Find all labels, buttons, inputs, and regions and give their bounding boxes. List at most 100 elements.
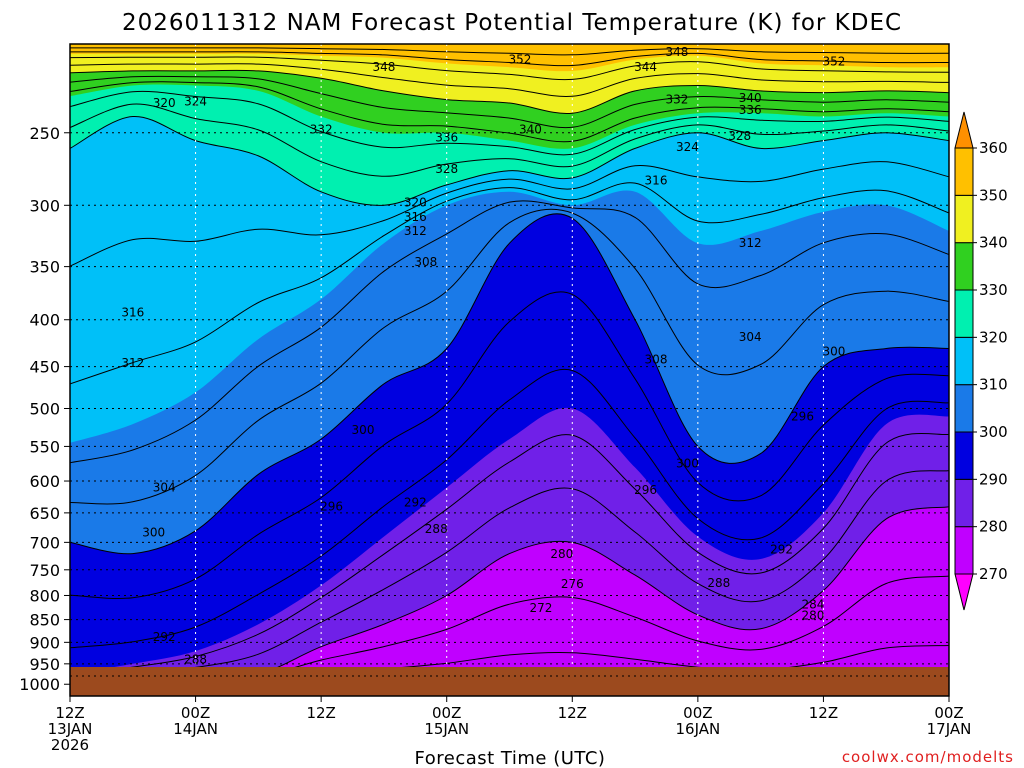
contour-label: 276 <box>561 577 584 591</box>
y-tick-label: 1000 <box>19 675 60 694</box>
band-above-350K <box>70 44 949 72</box>
contour-304k <box>70 208 949 505</box>
colorbar-swatch <box>954 194 974 244</box>
x-tick-label: 00Z <box>432 704 461 722</box>
x-tick-label: 14JAN <box>173 720 218 738</box>
contour-label: 300 <box>142 526 165 540</box>
contour-label: 352 <box>822 55 845 69</box>
contour-label: 316 <box>645 174 668 188</box>
x-tick-label: 13JAN <box>48 720 93 738</box>
contour-label: 320 <box>153 96 176 110</box>
contour-label: 296 <box>791 409 814 423</box>
x-tick-label: 15JAN <box>424 720 469 738</box>
y-tick-label: 600 <box>29 472 60 491</box>
contour-336k <box>70 75 949 129</box>
y-tick-label: 500 <box>29 400 60 419</box>
y-axis: 250 300 350 400 450 500 550 600 650 700 750 800 850 9… <box>19 124 70 694</box>
contour-label: 300 <box>822 344 845 358</box>
contour-label: 304 <box>739 330 762 344</box>
contour-labels: 320 3243483523443483523403363323283243323… <box>121 45 845 667</box>
contour-label: 328 <box>728 129 751 143</box>
contour-label: 340 <box>739 91 762 105</box>
x-tick-label: 12Z <box>55 704 84 722</box>
colorbar-swatch <box>954 147 974 196</box>
contour-label: 336 <box>739 103 762 117</box>
y-tick-label: 300 <box>29 196 60 215</box>
contour-316k <box>70 161 949 267</box>
x-tick-label: 2026 <box>51 736 89 754</box>
colorbar-label: 320 <box>979 328 1008 346</box>
contour-308k <box>70 200 949 464</box>
colorbar-label: 330 <box>979 281 1008 299</box>
plot-frame <box>69 43 950 697</box>
contour-label: 300 <box>352 423 375 437</box>
contour-328k <box>70 90 949 156</box>
contour-label: 288 <box>425 522 448 536</box>
contour-label: 312 <box>121 356 144 370</box>
contour-340k <box>70 69 949 114</box>
contour-label: 288 <box>184 653 207 667</box>
contour-label: 284 <box>802 597 825 611</box>
contour-label: 296 <box>320 500 343 514</box>
y-tick-label: 750 <box>29 561 60 580</box>
contour-label: 292 <box>770 543 793 557</box>
contour-label: 336 <box>435 131 458 145</box>
y-tick-label: 250 <box>29 124 60 143</box>
band-above-340K <box>70 44 949 114</box>
colorbar-label: 280 <box>979 518 1008 536</box>
contour-label: 328 <box>435 162 458 176</box>
contour-292k <box>70 368 949 649</box>
colorbar-swatch <box>954 242 974 291</box>
x-tick-label: 00Z <box>934 704 963 722</box>
x-tick-label: 12Z <box>809 704 838 722</box>
ground-fill <box>70 667 949 696</box>
contour-356k <box>70 47 949 56</box>
y-tick-label: 650 <box>29 504 60 523</box>
credit-text: coolwx.com/modelts <box>842 748 1014 766</box>
contour-288k <box>70 432 949 676</box>
colorbar: 270 280 290 300 310 320 330 340 350 360 <box>954 111 1008 611</box>
contour-348k <box>70 56 949 81</box>
contour-label: 348 <box>665 45 688 59</box>
contour-label: 344 <box>634 60 657 74</box>
colorbar-swatch <box>954 289 974 338</box>
colorbar-swatch <box>954 526 974 575</box>
contour-label: 352 <box>509 53 532 67</box>
contour-label: 280 <box>550 547 573 561</box>
y-tick-label: 950 <box>29 655 60 674</box>
contour-344k <box>70 63 949 98</box>
contour-label: 348 <box>372 60 395 74</box>
y-tick-label: 400 <box>29 311 60 330</box>
contour-352k <box>70 51 949 67</box>
contour-label: 304 <box>153 481 176 495</box>
contour-label: 316 <box>404 210 427 224</box>
colorbar-label: 310 <box>979 376 1008 394</box>
contour-label: 296 <box>634 483 657 497</box>
contour-label: 324 <box>676 140 699 154</box>
colorbar-swatch <box>954 384 974 433</box>
contour-label: 332 <box>310 123 333 137</box>
contour-label: 324 <box>184 94 207 108</box>
contour-312k <box>70 182 949 385</box>
x-tick-label: 12Z <box>306 704 335 722</box>
chart-title: 2026011312 NAM Forecast Potential Temper… <box>122 10 902 36</box>
plot-area: 320 3243483523443483523403363323283243323… <box>70 44 949 696</box>
colorbar-swatch <box>954 336 974 386</box>
colorbar-swatch <box>954 478 974 528</box>
colorbar-label: 360 <box>979 139 1008 157</box>
y-tick-label: 450 <box>29 358 60 377</box>
contour-label: 292 <box>404 495 427 509</box>
contour-label: 288 <box>707 576 730 590</box>
contour-label: 272 <box>529 601 552 615</box>
contour-label: 300 <box>676 456 699 470</box>
contour-320k <box>70 115 949 206</box>
theta-bands <box>70 44 949 696</box>
x-axis-label: Forecast Time (UTC) <box>415 748 606 768</box>
x-tick-label: 16JAN <box>675 720 720 738</box>
x-tick-label: 00Z <box>683 704 712 722</box>
y-tick-label: 850 <box>29 611 60 630</box>
contour-296k <box>70 291 949 599</box>
contour-label: 320 <box>404 196 427 210</box>
